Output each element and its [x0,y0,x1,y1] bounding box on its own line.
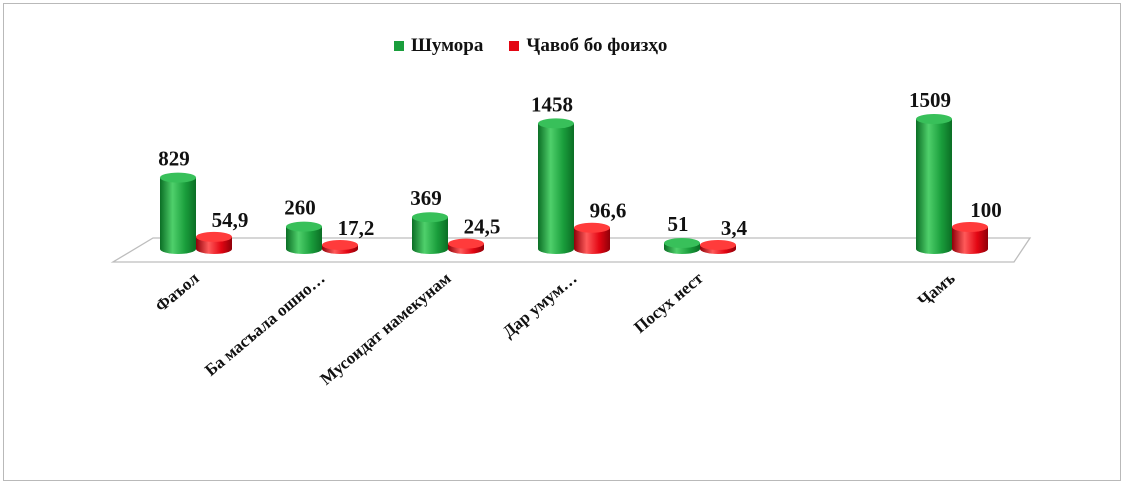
bar-count-1 [286,226,322,254]
bar-label-percent-1: 17,2 [338,216,375,240]
bar-label-percent-6: 100 [970,198,1002,222]
legend-label-percent: Ҷавоб бо фоизҳо [526,35,668,56]
legend-swatch-green [394,41,404,51]
bar-count-top-2 [412,212,448,223]
category-label-2: Мусоидат намекунам [317,268,455,388]
bar-percent-top-6 [952,222,988,232]
category-label-0: Фаъол [151,268,203,316]
bar-count-top-6 [916,114,952,124]
bar-count-2 [412,217,448,254]
bar-label-count-2: 369 [410,186,442,210]
bar-count-3 [538,123,574,254]
category-label-4: Посух нест [630,268,707,337]
bar-label-percent-0: 54,9 [212,208,249,232]
category-label-1: Ба масъала ошно… [201,269,329,380]
bar-label-count-3: 1458 [531,92,573,116]
bar-count-0 [160,177,196,254]
bar-percent-6 [952,227,988,254]
bar-count-6 [916,119,952,254]
category-label-3: Дар умум… [499,269,581,342]
bar-label-percent-4: 3,4 [721,216,748,240]
bar-label-percent-3: 96,6 [590,199,627,223]
legend-swatch-red [509,41,520,51]
bar-percent-3 [574,227,610,254]
bar-percent-top-0 [196,231,232,242]
legend-item-count: Шумора [394,35,483,57]
bar-count-top-0 [160,172,196,183]
bar-count-top-3 [538,118,574,129]
bar-label-count-0: 829 [158,147,190,171]
bar-label-count-6: 1509 [909,88,951,112]
bar-count-top-4 [664,238,700,248]
legend: Шумора Ҷавоб бо фоизҳо [394,34,693,58]
legend-label-count: Шумора [411,35,484,56]
bar-percent-top-3 [574,222,610,233]
bar-label-count-1: 260 [284,196,316,220]
bar-percent-top-2 [448,238,484,249]
bar-label-count-4: 51 [668,212,689,236]
bar-percent-top-1 [322,240,358,250]
legend-item-percent: Ҷавоб бо фоизҳо [509,35,667,57]
bar-count-top-1 [286,221,322,232]
bar-label-percent-2: 24,5 [464,215,501,239]
category-label-6: Ҷамъ [914,268,959,310]
bar-percent-top-4 [700,240,736,250]
